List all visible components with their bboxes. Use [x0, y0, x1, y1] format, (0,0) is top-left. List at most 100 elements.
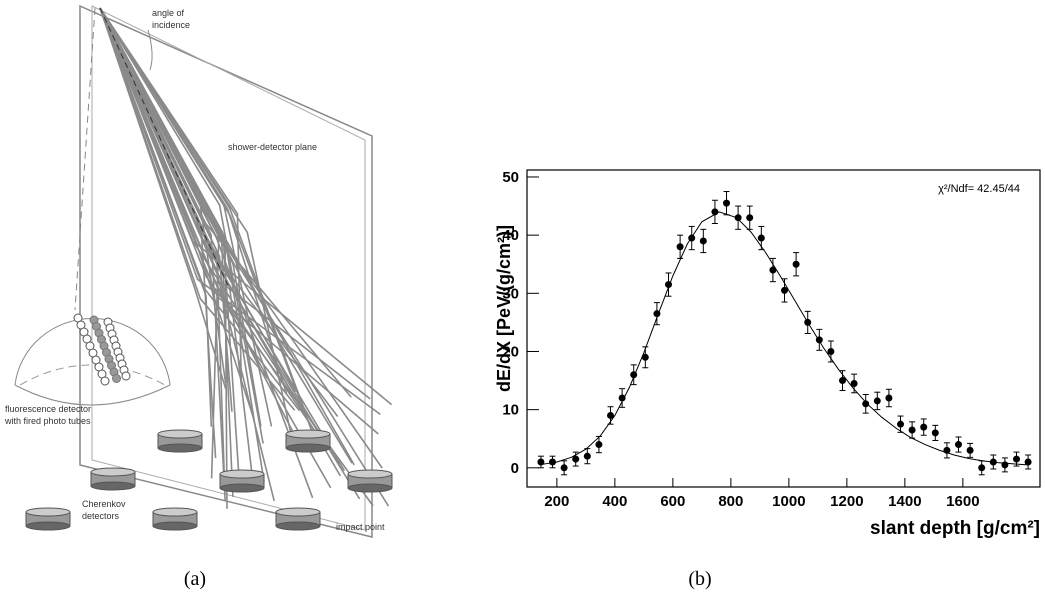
- tank-top: [275, 507, 321, 517]
- annotation: χ²/Ndf= 42.45/44: [938, 183, 1020, 195]
- point: [920, 423, 928, 431]
- shower-track: [99, 7, 379, 435]
- tank-bottom: [90, 481, 136, 491]
- point: [1013, 455, 1021, 463]
- tank-bottom: [285, 443, 331, 453]
- label: incidence: [152, 20, 190, 30]
- caption: (b): [688, 568, 711, 590]
- point: [943, 446, 951, 454]
- point: [757, 234, 765, 242]
- x-tick-label: 1000: [772, 493, 805, 510]
- shower-track: [99, 7, 332, 489]
- point: [873, 397, 881, 405]
- dashed-ray: [74, 7, 96, 311]
- label: angle of: [152, 8, 185, 18]
- label: shower-detector plane: [228, 142, 317, 152]
- x-axis-label: slant depth [g/cm²]: [870, 518, 1040, 539]
- label: impact point: [336, 522, 385, 532]
- point: [595, 441, 603, 449]
- tube-fired: [112, 374, 121, 383]
- point: [572, 455, 580, 463]
- fit-curve: [542, 211, 1027, 466]
- point: [583, 452, 591, 460]
- point: [862, 400, 870, 408]
- point: [781, 286, 789, 294]
- y-tick-label: 30: [502, 285, 519, 302]
- point: [804, 318, 812, 326]
- tank-top: [25, 507, 71, 517]
- label: Cherenkov: [82, 499, 126, 509]
- y-tick-label: 10: [502, 402, 519, 419]
- point: [653, 310, 661, 318]
- point: [966, 446, 974, 454]
- x-tick-label: 400: [602, 493, 627, 510]
- point: [549, 458, 557, 466]
- plot-frame: [526, 169, 1041, 488]
- tank-top: [157, 429, 203, 439]
- x-tick-label: 1400: [888, 493, 921, 510]
- shower-track: [99, 7, 383, 469]
- point: [978, 464, 986, 472]
- shower-track: [99, 7, 275, 502]
- dome-base: [14, 384, 171, 406]
- point: [688, 234, 696, 242]
- point: [699, 237, 707, 245]
- point: [630, 371, 638, 379]
- point: [792, 260, 800, 268]
- point: [537, 458, 545, 466]
- point: [815, 336, 823, 344]
- shower-track: [99, 7, 243, 381]
- point: [931, 429, 939, 437]
- x-tick-label: 200: [544, 493, 569, 510]
- shower-track: [99, 7, 355, 466]
- photo-tubes: [73, 313, 131, 386]
- tank-top: [152, 507, 198, 517]
- tank-bottom: [25, 521, 71, 531]
- point: [850, 379, 858, 387]
- point: [827, 347, 835, 355]
- shower-track: [99, 7, 234, 497]
- shower: [99, 7, 393, 509]
- shower-track: [99, 7, 227, 390]
- point: [734, 214, 742, 222]
- point: [769, 266, 777, 274]
- shower-track: [99, 7, 314, 499]
- tank-top: [347, 469, 393, 479]
- tank-bottom: [157, 443, 203, 453]
- point: [989, 458, 997, 466]
- tank-bottom: [152, 521, 198, 531]
- shower-track: [99, 7, 264, 444]
- point: [560, 464, 568, 472]
- y-axis-label: dE/dX [PeV/(g/cm²)]: [494, 225, 514, 392]
- shower-track: [99, 7, 220, 479]
- x-tick-label: 800: [718, 493, 743, 510]
- tank-bottom: [219, 483, 265, 493]
- y-tick-label: 40: [502, 227, 519, 244]
- shower-axis: [99, 7, 231, 291]
- point: [1001, 461, 1009, 469]
- label: fluorescence detector: [5, 404, 91, 414]
- point: [723, 199, 731, 207]
- point: [665, 281, 673, 289]
- shower-track: [99, 7, 352, 398]
- dome-back: [19, 364, 166, 386]
- point: [676, 243, 684, 251]
- tank-bottom: [347, 483, 393, 493]
- tube: [121, 371, 131, 381]
- x-tick-label: 600: [660, 493, 685, 510]
- point: [955, 441, 963, 449]
- y-tick-label: 50: [502, 169, 519, 186]
- shower-track: [99, 7, 339, 417]
- point: [1024, 458, 1032, 466]
- tank-bottom: [275, 521, 321, 531]
- caption: (a): [184, 568, 206, 590]
- shower-track: [99, 7, 361, 500]
- plane-frame: [79, 4, 373, 538]
- tank-top: [90, 467, 136, 477]
- tank-top: [285, 429, 331, 439]
- point: [908, 426, 916, 434]
- label: with fired photo tubes: [4, 416, 91, 426]
- angle-arc: [147, 29, 153, 71]
